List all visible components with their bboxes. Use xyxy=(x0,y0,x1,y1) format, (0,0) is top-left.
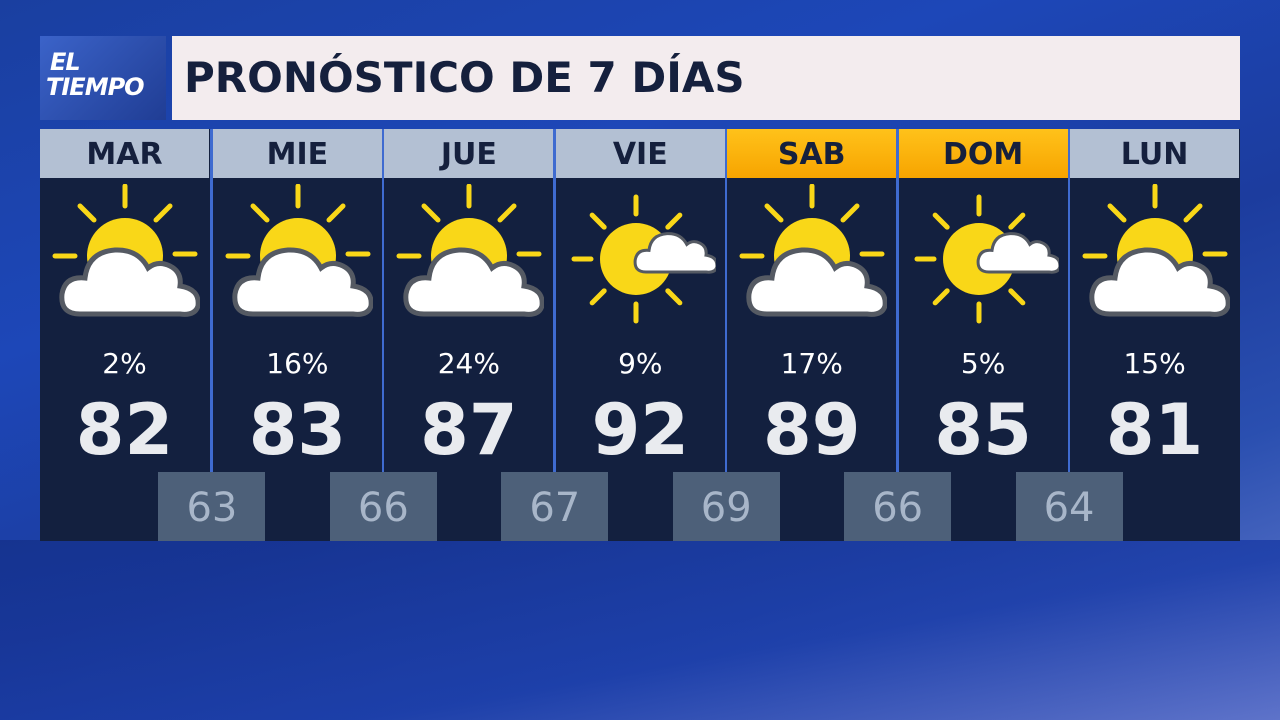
column-divider xyxy=(553,129,556,472)
day-column-mar: MAR 2% 82 xyxy=(40,129,209,541)
logo-line1: EL xyxy=(50,48,81,76)
column-divider xyxy=(896,129,899,472)
precip-chance: 5% xyxy=(960,347,1006,380)
high-temp: 81 xyxy=(1105,389,1204,471)
low-temp: 63 xyxy=(158,472,266,541)
mostly-sunny-icon xyxy=(909,184,1062,329)
high-temp: 85 xyxy=(934,389,1032,471)
mostly-sunny-icon xyxy=(566,184,719,329)
day-header: SAB xyxy=(727,129,897,178)
day-header: LUN xyxy=(1070,129,1240,178)
day-header: JUE xyxy=(384,129,554,178)
precip-chance: 2% xyxy=(102,347,147,380)
day-column-dom: DOM 5% 85 xyxy=(898,129,1068,541)
column-divider xyxy=(724,129,728,472)
high-temp: 82 xyxy=(75,389,174,471)
logo-line2: TIEMPO xyxy=(46,73,145,101)
day-column-mie: MIE 16% 83 xyxy=(212,129,382,541)
forecast-panel: MAR 2% 82 63 MIE 16% 83 66 JUE 24% 87 67 VIE 9… xyxy=(40,129,1240,541)
low-temp: 64 xyxy=(1015,472,1123,541)
column-divider xyxy=(381,129,385,472)
high-temp: 92 xyxy=(591,389,689,471)
precip-chance: 16% xyxy=(266,347,329,380)
high-temp: 83 xyxy=(248,389,347,471)
day-header: MAR xyxy=(40,129,209,178)
precip-chance: 15% xyxy=(1123,347,1186,380)
page-title: PRONÓSTICO DE 7 DÍAS xyxy=(172,36,1240,120)
low-temp: 66 xyxy=(329,472,437,541)
partly-cloudy-icon xyxy=(1080,183,1231,329)
low-temp: 66 xyxy=(844,472,952,541)
day-column-lun: LUN 15% 81 xyxy=(1070,129,1240,541)
day-header: MIE xyxy=(212,129,382,178)
day-header: VIE xyxy=(555,129,725,178)
column-divider xyxy=(1067,129,1071,472)
precip-chance: 17% xyxy=(780,347,843,380)
precip-chance: 9% xyxy=(618,347,663,380)
el-tiempo-logo: EL TIEMPO xyxy=(40,36,166,120)
high-temp: 89 xyxy=(762,389,861,471)
column-divider xyxy=(210,129,213,472)
background xyxy=(0,540,1280,720)
precip-chance: 24% xyxy=(437,347,500,380)
low-temp: 69 xyxy=(672,472,780,541)
day-column-sab: SAB 17% 89 xyxy=(727,129,897,541)
day-header: DOM xyxy=(898,129,1068,178)
partly-cloudy-icon xyxy=(50,183,201,329)
day-column-vie: VIE 9% 92 xyxy=(555,129,725,541)
partly-cloudy-icon xyxy=(737,183,888,329)
high-temp: 87 xyxy=(420,389,518,471)
partly-cloudy-icon xyxy=(394,183,545,329)
low-temp: 67 xyxy=(501,472,609,541)
day-column-jue: JUE 24% 87 xyxy=(384,129,554,541)
partly-cloudy-icon xyxy=(223,183,374,329)
